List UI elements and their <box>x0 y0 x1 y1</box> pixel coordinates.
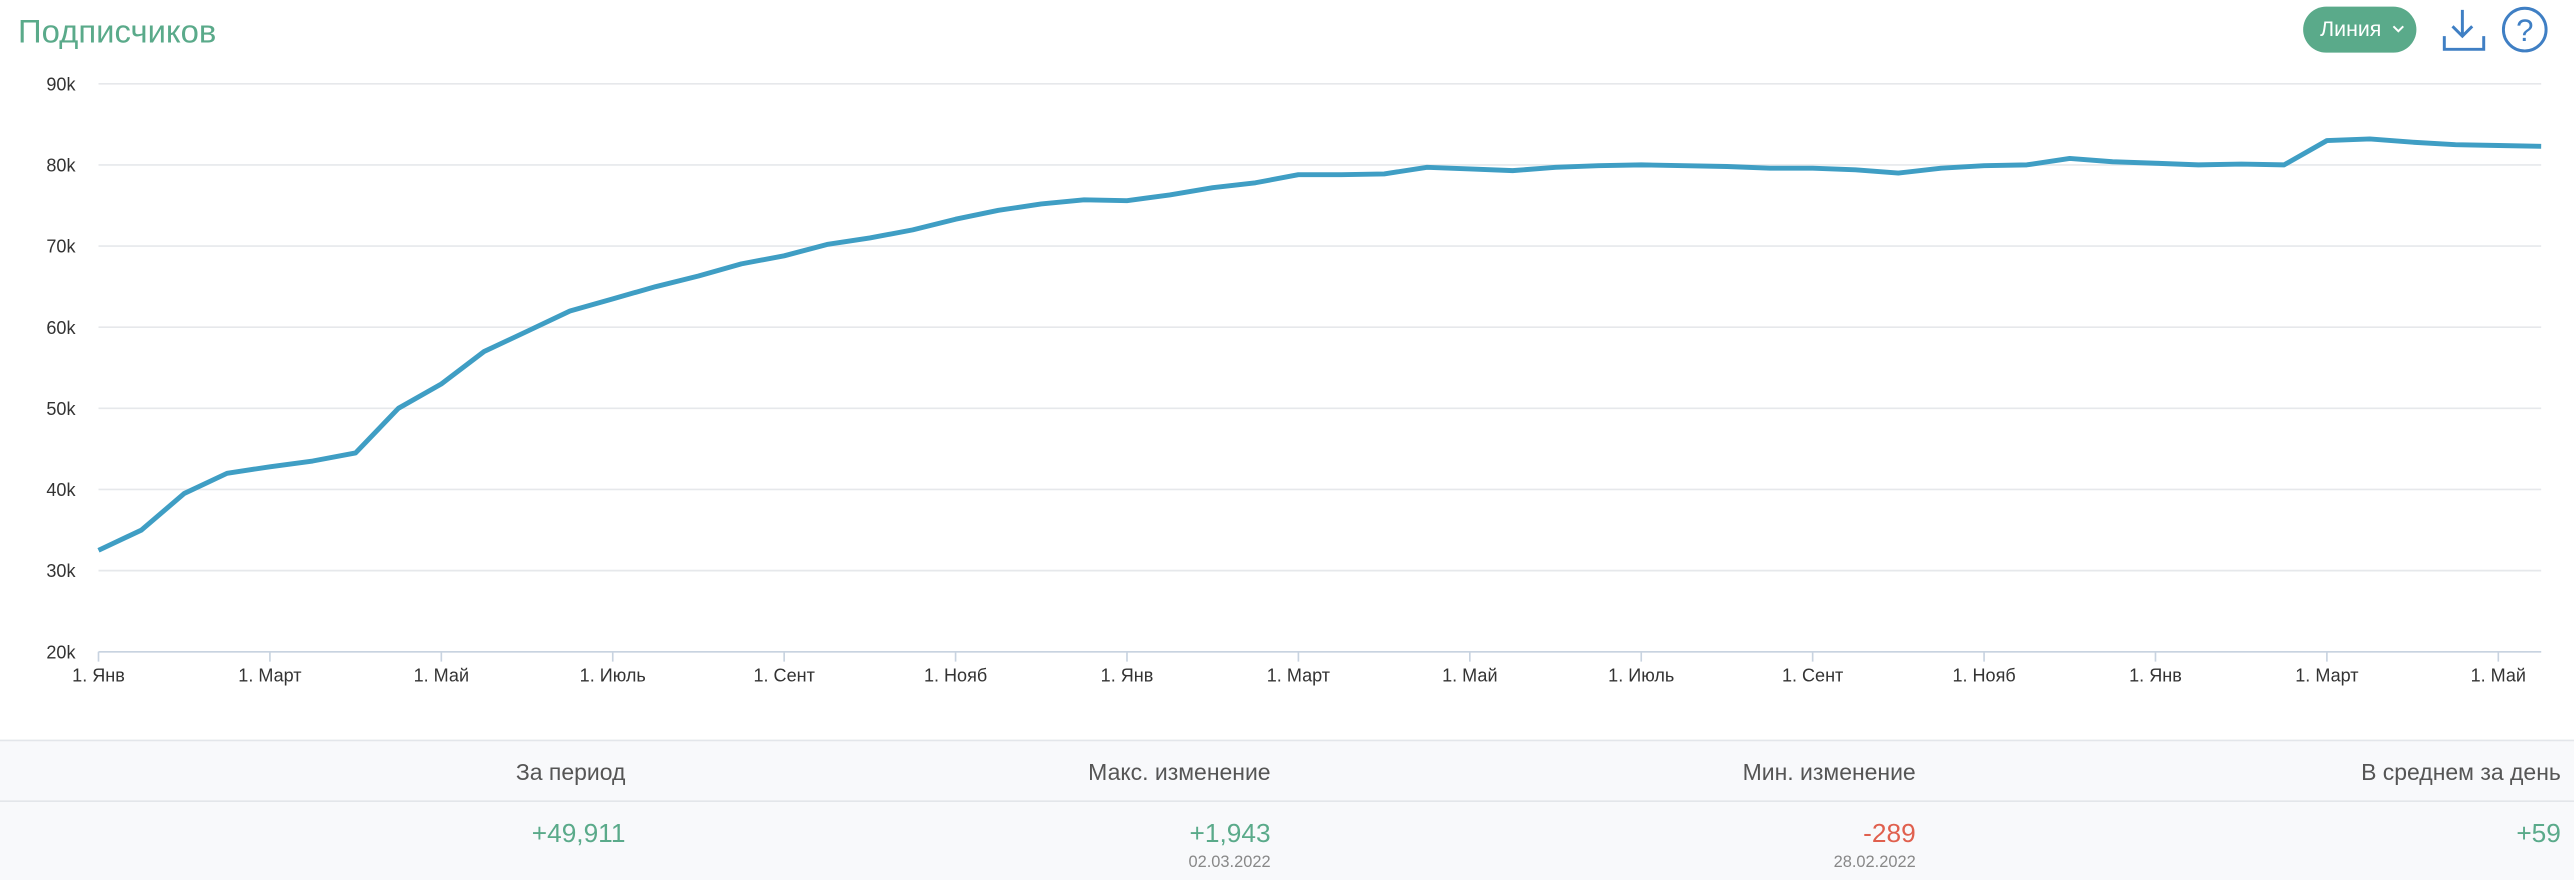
arrow[interactable] <box>2451 9 2474 39</box>
x-tick-label: 1. Янв <box>1101 665 1154 685</box>
stat-date: 02.03.2022 <box>1188 853 1270 871</box>
y-tick-label: 30k <box>46 561 76 581</box>
x-tick-label: 1. Нояб <box>924 665 987 685</box>
x-tick-label: 1. Март <box>238 665 301 685</box>
y-tick-label: 50k <box>46 399 76 419</box>
download-icon[interactable] <box>2442 9 2486 51</box>
stat-value: +59 <box>2516 818 2561 848</box>
x-tick-label: 1. Июль <box>580 665 646 685</box>
x-tick-label: 1. Янв <box>2129 665 2182 685</box>
stat-label: За период <box>516 759 626 785</box>
y-tick-label: 40k <box>46 480 76 500</box>
x-tick-label: 1. Май <box>414 665 469 685</box>
x-tick-label: 1. Сент <box>753 665 814 685</box>
stat-label: Макс. изменение <box>1088 759 1270 785</box>
title: Подписчиков <box>18 13 216 50</box>
stat-value: +1,943 <box>1190 818 1271 848</box>
button-bg[interactable] <box>2303 6 2417 53</box>
x-tick-label: 1. Март <box>2295 665 2358 685</box>
x-tick-label: 1. Март <box>1267 665 1330 685</box>
stat-date: 28.02.2022 <box>1834 853 1916 871</box>
tray[interactable] <box>2442 36 2486 51</box>
chevron[interactable] <box>2392 25 2404 33</box>
stat-label: Мин. изменение <box>1743 759 1916 785</box>
help-mark[interactable]: ? <box>2516 13 2533 48</box>
chart-type-button[interactable]: Линия <box>2303 6 2417 53</box>
stat-value: +49,911 <box>532 818 626 848</box>
y-tick-label: 20k <box>46 642 76 662</box>
x-tick-label: 1. Янв <box>72 665 125 685</box>
x-tick-label: 1. Май <box>1442 665 1497 685</box>
stat-label: В среднем за день <box>2361 759 2561 785</box>
y-tick-label: 90k <box>46 74 76 94</box>
x-tick-label: 1. Июль <box>1608 665 1674 685</box>
y-tick-label: 60k <box>46 318 76 338</box>
stats-panel <box>0 740 2574 880</box>
help-circle[interactable] <box>2501 6 2548 53</box>
button-label[interactable]: Линия <box>2320 17 2381 41</box>
y-tick-label: 80k <box>46 155 76 175</box>
stat-value: -289 <box>1863 818 1916 848</box>
x-tick-label: 1. Сент <box>1782 665 1843 685</box>
x-tick-label: 1. Нояб <box>1952 665 2015 685</box>
x-tick-label: 1. Май <box>2471 665 2526 685</box>
help-icon[interactable]: ? <box>2501 6 2548 53</box>
y-tick-label: 70k <box>46 237 76 257</box>
line-series <box>97 136 2542 553</box>
